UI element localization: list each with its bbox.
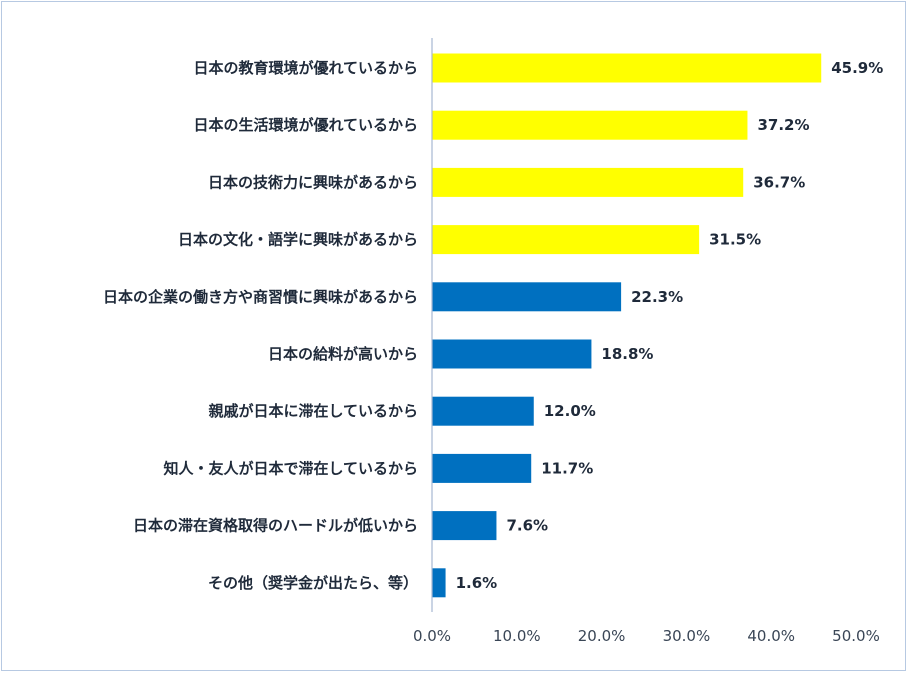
x-tick-label: 50.0%: [832, 627, 880, 645]
x-tick-label: 40.0%: [747, 627, 795, 645]
category-label: 日本の企業の働き方や商習慣に興味があるから: [103, 288, 418, 306]
category-label: 日本の文化・語学に興味があるから: [178, 231, 418, 249]
category-label: 日本の生活環境が優れているから: [193, 116, 418, 134]
category-label: 知人・友人が日本で滞在しているから: [163, 459, 418, 477]
value-label: 12.0%: [544, 402, 596, 420]
bar: [432, 167, 744, 197]
value-label: 7.6%: [506, 517, 548, 535]
bar: [432, 339, 592, 369]
category-label: 日本の給料が高いから: [268, 345, 418, 363]
value-label: 45.9%: [831, 59, 883, 77]
category-labels: 日本の教育環境が優れているから日本の生活環境が優れているから日本の技術力に興味が…: [103, 59, 418, 592]
bar: [432, 453, 532, 483]
value-labels: 45.9% 37.2% 36.7% 31.5% 22.3% 18.8% 12.0% 11.7%…: [456, 59, 884, 592]
category-label: その他（奨学金が出たら、等）: [208, 574, 418, 592]
value-label: 31.5%: [709, 231, 761, 249]
x-tick-label: 0.0%: [413, 627, 451, 645]
value-label: 1.6%: [456, 574, 498, 592]
value-label: 37.2%: [757, 116, 809, 134]
x-tick-label: 30.0%: [663, 627, 711, 645]
bar: [432, 225, 700, 255]
bar: [432, 511, 497, 541]
category-label: 日本の滞在資格取得のハードルが低いから: [133, 517, 418, 535]
value-label: 36.7%: [753, 173, 805, 191]
value-label: 22.3%: [631, 288, 683, 306]
bar: [432, 568, 446, 598]
bar: [432, 110, 748, 140]
category-label: 日本の技術力に興味があるから: [208, 173, 418, 191]
value-label: 11.7%: [541, 459, 593, 477]
bar: [432, 282, 622, 312]
x-tick-labels: 0.0% 10.0% 20.0% 30.0% 40.0% 50.0%: [413, 627, 880, 645]
bar: [432, 396, 534, 426]
value-label: 18.8%: [601, 345, 653, 363]
bar: [432, 53, 822, 83]
category-label: 日本の教育環境が優れているから: [193, 59, 418, 77]
x-tick-label: 20.0%: [578, 627, 626, 645]
bars-group: [432, 53, 822, 598]
category-label: 親戚が日本に滞在しているから: [208, 402, 418, 420]
x-tick-label: 10.0%: [493, 627, 541, 645]
